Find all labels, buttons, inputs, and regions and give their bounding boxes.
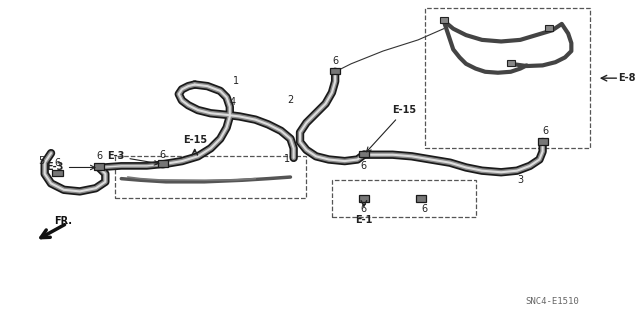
Text: 4: 4: [230, 97, 236, 107]
Text: 6: 6: [54, 158, 61, 168]
Text: E-1: E-1: [355, 215, 372, 225]
Text: E-8: E-8: [618, 73, 636, 83]
Text: 1: 1: [233, 76, 239, 86]
Bar: [416, 195, 426, 202]
Text: SNC4-E1510: SNC4-E1510: [525, 297, 579, 306]
Text: 6: 6: [332, 56, 338, 66]
Bar: [506, 60, 515, 66]
Text: E-3: E-3: [47, 162, 95, 173]
Text: 1: 1: [284, 154, 291, 165]
Text: 6: 6: [361, 161, 367, 171]
Bar: [359, 151, 369, 157]
Bar: [330, 68, 340, 74]
Text: E-3: E-3: [107, 151, 159, 165]
Text: 6: 6: [361, 204, 367, 214]
Bar: [359, 195, 369, 202]
Bar: [545, 25, 553, 31]
Text: E-15: E-15: [367, 105, 417, 152]
Text: FR.: FR.: [54, 217, 72, 226]
Text: 6: 6: [422, 204, 428, 214]
Bar: [94, 163, 104, 170]
Bar: [424, 8, 591, 148]
Text: E-15: E-15: [182, 135, 207, 145]
Text: 5: 5: [38, 156, 45, 166]
Bar: [157, 160, 168, 167]
Text: 6: 6: [96, 151, 102, 161]
Text: 2: 2: [287, 95, 294, 106]
Bar: [332, 180, 476, 217]
Bar: [52, 170, 63, 176]
Text: 6: 6: [160, 150, 166, 160]
Bar: [440, 17, 448, 23]
Text: 3: 3: [517, 175, 524, 185]
Bar: [115, 156, 307, 198]
Text: 6: 6: [543, 126, 549, 136]
Bar: [538, 138, 548, 145]
